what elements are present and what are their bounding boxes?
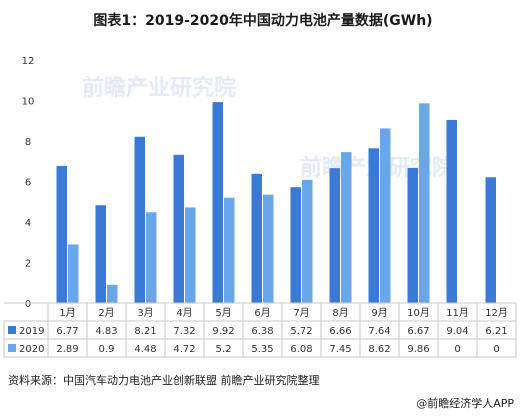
x-tick-label: 12月 bbox=[485, 307, 508, 319]
bar-2020 bbox=[302, 179, 313, 303]
bars-layer bbox=[56, 102, 496, 304]
data-label: 5.35 bbox=[251, 344, 273, 355]
bar-2019 bbox=[251, 173, 262, 303]
bar-2019 bbox=[95, 205, 106, 303]
y-tick-label: 8 bbox=[25, 137, 31, 148]
bar-2020 bbox=[263, 194, 274, 303]
bar-2019 bbox=[134, 136, 145, 303]
data-label: 7.64 bbox=[368, 326, 390, 337]
bar-2020 bbox=[380, 128, 391, 303]
legend-swatch bbox=[8, 344, 16, 352]
data-label: 4.83 bbox=[95, 326, 117, 337]
data-label: 7.45 bbox=[329, 344, 351, 355]
data-label: 8.62 bbox=[368, 344, 390, 355]
data-label: 2.89 bbox=[56, 344, 78, 355]
data-label: 7.32 bbox=[173, 326, 195, 337]
data-label: 6.38 bbox=[251, 326, 273, 337]
x-tick-label: 5月 bbox=[215, 307, 231, 319]
data-label: 6.66 bbox=[329, 326, 351, 337]
x-tick-label: 11月 bbox=[446, 307, 469, 319]
data-label: 5.2 bbox=[216, 344, 232, 355]
x-tick-label: 3月 bbox=[137, 307, 153, 319]
x-tick-label: 1月 bbox=[59, 307, 75, 319]
bar-2019 bbox=[329, 168, 340, 303]
data-label: 0 bbox=[493, 344, 499, 355]
data-label: 6.77 bbox=[56, 326, 78, 337]
data-label: 4.48 bbox=[134, 344, 156, 355]
data-label: 6.08 bbox=[290, 344, 312, 355]
data-label: 6.67 bbox=[407, 326, 429, 337]
legend-label: 2019 bbox=[19, 326, 44, 337]
y-tick-label: 12 bbox=[22, 56, 35, 67]
credit-note: @前瞻经济学人APP bbox=[416, 396, 514, 410]
x-tick-label: 2月 bbox=[98, 307, 114, 319]
bar-2019 bbox=[368, 148, 379, 303]
bar-2019 bbox=[212, 102, 223, 304]
x-tick-label: 10月 bbox=[407, 307, 430, 319]
data-label: 6.21 bbox=[485, 326, 507, 337]
data-label: 5.72 bbox=[290, 326, 312, 337]
y-tick-label: 10 bbox=[22, 97, 35, 108]
data-label: 9.04 bbox=[446, 326, 468, 337]
x-tick-label: 6月 bbox=[254, 307, 270, 319]
x-tick-label: 9月 bbox=[371, 307, 387, 319]
legend-label: 2020 bbox=[19, 344, 44, 355]
data-label: 9.92 bbox=[212, 326, 234, 337]
bar-2020 bbox=[146, 212, 157, 303]
bar-2019 bbox=[56, 165, 67, 303]
source-note: 资料来源：中国汽车动力电池产业创新联盟 前瞻产业研究院整理 bbox=[8, 373, 320, 387]
y-tick-label: 0 bbox=[25, 299, 31, 310]
bar-2020 bbox=[185, 207, 196, 303]
data-label: 0.9 bbox=[99, 344, 115, 355]
bar-2019 bbox=[173, 154, 184, 303]
bar-2020 bbox=[68, 244, 79, 303]
bar-2020 bbox=[107, 284, 118, 303]
x-tick-label: 7月 bbox=[293, 307, 309, 319]
data-label: 4.72 bbox=[173, 344, 195, 355]
bar-2019 bbox=[485, 177, 496, 303]
y-tick-label: 4 bbox=[25, 218, 31, 229]
bar-2019 bbox=[407, 167, 418, 303]
bar-2020 bbox=[419, 103, 430, 304]
bar-2019 bbox=[446, 119, 457, 303]
data-table: 1月 2月 3月 4月 5月 6月 7月 8月 9月 10月 11月 12月 2019 6.77 4.83 8… bbox=[3, 302, 517, 358]
y-tick-label: 2 bbox=[25, 259, 31, 270]
bar-2020 bbox=[341, 152, 352, 303]
bar-2020 bbox=[224, 197, 235, 303]
watermark-text-1: 前瞻产业研究院 bbox=[82, 75, 236, 101]
y-tick-label: 6 bbox=[25, 178, 31, 189]
x-tick-label: 4月 bbox=[176, 307, 192, 319]
data-label: 8.21 bbox=[134, 326, 156, 337]
data-label: 0 bbox=[454, 344, 460, 355]
legend-swatch bbox=[8, 326, 16, 334]
bar-2019 bbox=[290, 187, 301, 303]
y-axis: 0 2 4 6 8 10 12 bbox=[22, 56, 35, 310]
data-label: 9.86 bbox=[407, 344, 429, 355]
chart-title: 图表1：2019-2020年中国动力电池产量数据(GWh) bbox=[93, 12, 432, 29]
x-tick-label: 8月 bbox=[332, 307, 348, 319]
